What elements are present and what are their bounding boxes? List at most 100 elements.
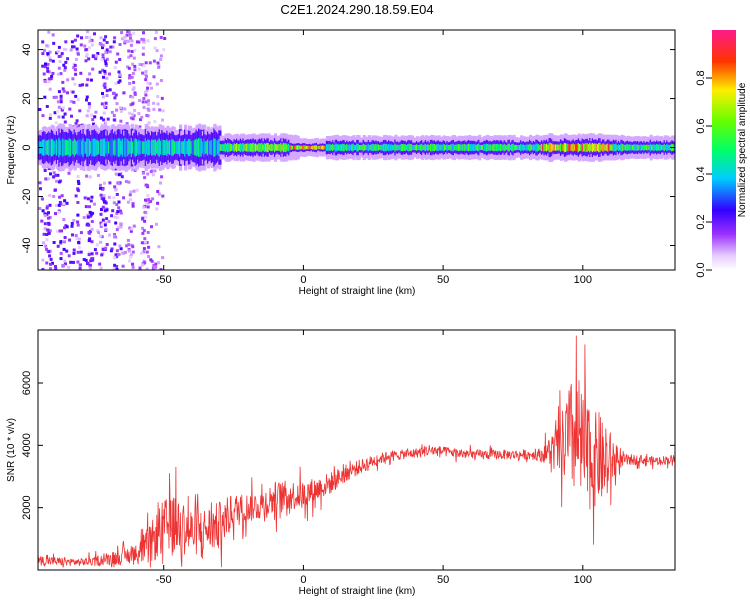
heatmap-cell bbox=[62, 47, 66, 51]
heatmap-cell bbox=[114, 93, 118, 97]
heatmap-cell bbox=[86, 109, 90, 113]
heatmap-cell bbox=[106, 117, 110, 121]
y-tick-label: -20 bbox=[21, 189, 33, 205]
heatmap-cell bbox=[159, 268, 163, 270]
heatmap-cell bbox=[72, 219, 76, 222]
heatmap-cell bbox=[113, 256, 117, 260]
heatmap-cell bbox=[140, 251, 144, 255]
heatmap-cell bbox=[104, 64, 108, 67]
y-tick-label: 6000 bbox=[21, 371, 33, 395]
heatmap-cell bbox=[58, 195, 62, 199]
heatmap-cell bbox=[148, 82, 152, 86]
heatmap-cell bbox=[146, 205, 150, 209]
heatmap-cell bbox=[104, 246, 108, 250]
heatmap-cell bbox=[49, 77, 53, 81]
heatmap-cell bbox=[132, 56, 136, 60]
heatmap-cell bbox=[72, 100, 76, 104]
heatmap-cell bbox=[149, 200, 153, 203]
heatmap-cell bbox=[89, 113, 93, 117]
heatmap-cell bbox=[41, 267, 45, 270]
heatmap-cell bbox=[101, 218, 105, 222]
heatmap-cell bbox=[51, 72, 55, 75]
heatmap-cell bbox=[132, 189, 136, 193]
x-tick-label: 100 bbox=[574, 574, 592, 586]
heatmap-cell bbox=[76, 250, 80, 254]
heatmap-cell bbox=[111, 45, 115, 49]
heatmap-cell bbox=[116, 226, 120, 229]
heatmap-cell bbox=[78, 83, 82, 87]
heatmap-cell bbox=[100, 58, 104, 62]
heatmap-cell bbox=[103, 59, 107, 63]
heatmap-cell bbox=[57, 210, 61, 214]
heatmap-cell bbox=[85, 52, 89, 56]
heatmap-cell bbox=[79, 231, 83, 235]
heatmap-cell bbox=[54, 95, 58, 99]
heatmap-cell bbox=[115, 249, 119, 253]
heatmap-cell bbox=[121, 264, 125, 268]
heatmap-cell bbox=[157, 63, 161, 67]
heatmap-cell bbox=[99, 221, 103, 225]
heatmap-cell bbox=[105, 94, 109, 97]
heatmap-cell bbox=[157, 192, 161, 196]
heatmap-cell bbox=[609, 144, 613, 151]
heatmap-cell bbox=[127, 180, 131, 184]
heatmap-cell bbox=[122, 91, 126, 95]
heatmap-cell bbox=[145, 241, 149, 245]
heatmap-cell bbox=[86, 197, 90, 201]
heatmap-cell bbox=[117, 206, 121, 210]
heatmap-cell bbox=[104, 50, 108, 54]
heatmap-cell bbox=[145, 89, 149, 93]
heatmap-cell bbox=[90, 195, 94, 199]
heatmap-cell bbox=[126, 238, 130, 242]
heatmap-cell bbox=[38, 181, 42, 185]
colorbar-tick-label: 0.8 bbox=[695, 70, 707, 85]
heatmap-cell bbox=[62, 218, 66, 221]
heatmap-cell bbox=[92, 122, 95, 126]
heatmap-cell bbox=[154, 265, 158, 269]
heatmap-cell bbox=[88, 35, 92, 39]
heatmap-cell bbox=[143, 261, 147, 265]
heatmap-cell bbox=[126, 200, 130, 204]
heatmap-cell bbox=[57, 45, 61, 49]
heatmap-cell bbox=[128, 259, 131, 263]
heatmap-cell bbox=[117, 70, 121, 74]
heatmap-cell bbox=[114, 172, 118, 176]
heatmap-cell bbox=[109, 45, 113, 49]
heatmap-cell bbox=[132, 86, 136, 90]
heatmap-cell bbox=[113, 185, 117, 189]
spectrogram-x-label: Height of straight line (km) bbox=[299, 286, 416, 297]
heatmap-cell bbox=[117, 182, 121, 186]
heatmap-cell bbox=[143, 237, 147, 241]
heatmap-cell bbox=[113, 242, 117, 246]
heatmap-cell bbox=[118, 58, 122, 61]
heatmap-cell bbox=[101, 187, 105, 191]
heatmap-cell bbox=[72, 251, 76, 255]
heatmap-cell bbox=[130, 227, 134, 231]
heatmap-cell bbox=[100, 253, 104, 257]
heatmap-cell bbox=[108, 88, 112, 92]
heatmap-cell bbox=[128, 111, 132, 115]
heatmap-cell bbox=[131, 88, 135, 92]
heatmap-cell bbox=[79, 250, 83, 254]
heatmap-cell bbox=[145, 114, 149, 117]
heatmap-cell bbox=[45, 238, 49, 242]
heatmap-cell bbox=[116, 52, 120, 56]
heatmap-cell bbox=[81, 83, 85, 87]
heatmap-cell bbox=[93, 115, 97, 119]
heatmap-cell bbox=[146, 194, 150, 198]
heatmap-cell bbox=[43, 80, 47, 83]
heatmap-cell bbox=[91, 258, 95, 262]
x-tick-label: -50 bbox=[156, 274, 172, 286]
snr-line bbox=[38, 335, 675, 568]
heatmap-cell bbox=[151, 197, 155, 201]
heatmap-cell bbox=[49, 172, 52, 176]
heatmap-cell bbox=[77, 182, 81, 185]
heatmap-cell bbox=[119, 247, 123, 251]
heatmap-cell bbox=[97, 231, 101, 235]
heatmap-cell bbox=[59, 240, 63, 244]
colorbar-label: Normalized spectral amplitude bbox=[737, 82, 748, 217]
heatmap-cell bbox=[159, 79, 163, 82]
heatmap-cell bbox=[50, 74, 54, 78]
heatmap-cell bbox=[130, 75, 134, 79]
heatmap-cell bbox=[132, 224, 136, 228]
